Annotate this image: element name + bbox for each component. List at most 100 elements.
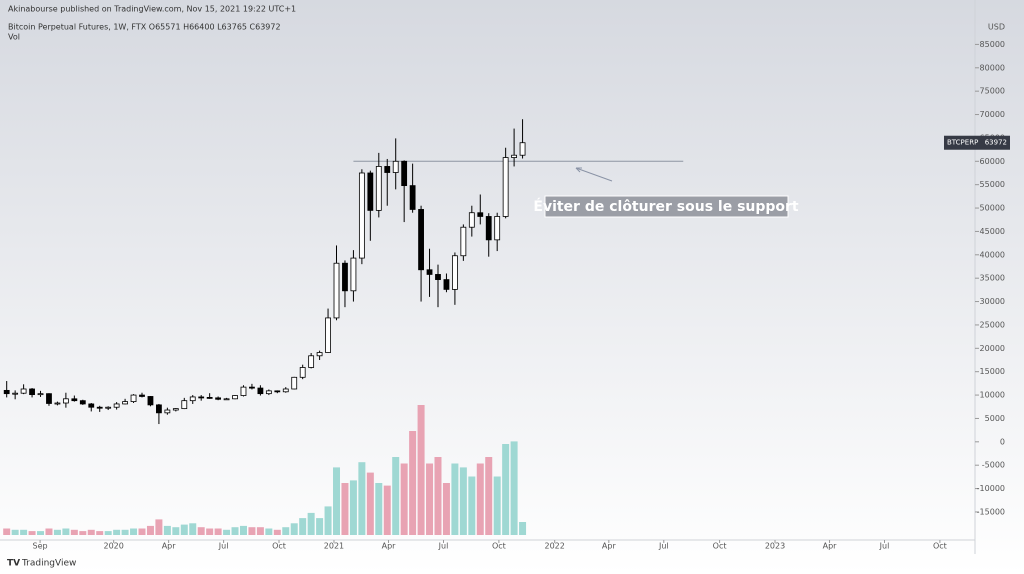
brand: TradingView: [21, 559, 76, 569]
y-tick-label: -10000: [977, 484, 1005, 493]
header: Akinabourse published on TradingView.com…: [8, 5, 296, 14]
candle-body: [139, 394, 145, 397]
volume-bar: [138, 528, 146, 535]
candle-body: [71, 398, 78, 402]
volume-bar: [163, 525, 171, 535]
arrow: [575, 167, 613, 182]
volume-bar: [189, 523, 197, 535]
volume-bar: [79, 531, 87, 535]
volume-bar: [256, 527, 264, 535]
arrow-head: [575, 167, 582, 173]
candle-body: [511, 154, 518, 158]
candle-body: [452, 255, 458, 290]
candle-body: [350, 257, 357, 292]
volume-bar: [62, 528, 70, 535]
candle-body: [308, 355, 315, 368]
volume-bar: [417, 405, 425, 535]
candle-body: [113, 403, 120, 408]
x-tick-label: Oct: [492, 542, 506, 551]
volume-bar: [146, 525, 154, 535]
x-tick-label: Oct: [713, 542, 727, 551]
volume-bar: [113, 529, 121, 535]
volume-bar: [451, 463, 459, 535]
candle-body: [443, 279, 450, 290]
y-tick-label: 40000: [980, 250, 1005, 259]
x-tick-label: Apr: [823, 542, 838, 551]
candle-body: [206, 397, 213, 399]
x-tick-label: 2022: [545, 542, 565, 551]
volume-bar: [248, 527, 256, 535]
candle-body: [477, 212, 484, 217]
candle-body: [291, 376, 298, 390]
y-tick-label: 20000: [980, 344, 1005, 353]
candle-body: [367, 172, 374, 211]
volume-bar: [349, 480, 357, 535]
candle-body: [147, 396, 154, 406]
candle-body: [105, 406, 112, 409]
candle-body: [3, 389, 10, 395]
volume-bar: [121, 529, 129, 535]
candle-body: [172, 408, 179, 411]
candle-body: [257, 387, 264, 395]
candle-body: [401, 160, 408, 187]
volume-bar: [333, 467, 341, 535]
volume-bar: [502, 444, 510, 535]
x-tick-label: 2023: [765, 542, 785, 551]
volume-bar: [358, 462, 366, 535]
y-tick-label: 85000: [980, 40, 1005, 49]
y-tick-label: -15000: [977, 507, 1005, 516]
candle-body: [325, 317, 331, 353]
volume-bar: [324, 506, 332, 535]
candle-body: [189, 396, 196, 402]
y-tick-label: 55000: [980, 180, 1005, 189]
volume-bar: [130, 528, 138, 535]
candle-body: [358, 172, 365, 259]
candle-body: [20, 388, 27, 394]
candle-body: [274, 390, 281, 393]
volume-bar: [87, 529, 95, 535]
volume-bar: [468, 476, 476, 535]
candle-body: [12, 392, 19, 395]
x-tick-label: Jul: [658, 542, 669, 551]
volume-bar: [400, 463, 408, 535]
x-tick-label: 2020: [103, 542, 123, 551]
candle-body: [418, 209, 424, 271]
volume-bar: [155, 519, 163, 535]
brand-logo: TV: [7, 559, 20, 569]
volume-bar: [20, 529, 28, 535]
candle-body: [54, 402, 61, 405]
volume-bar: [180, 524, 188, 535]
candle-body: [468, 212, 475, 228]
candle-body: [29, 388, 35, 395]
volume-bar: [231, 527, 239, 535]
volume-bar: [383, 485, 391, 535]
candle-body: [485, 216, 492, 241]
volume-bar: [273, 529, 281, 535]
candle-body: [426, 269, 433, 275]
volume-bar: [45, 528, 53, 535]
volume-bar: [223, 529, 231, 535]
volume-bar: [3, 528, 11, 535]
volume-bar: [316, 518, 324, 535]
candle-body: [392, 160, 399, 173]
y-tick-label: 60000: [980, 157, 1005, 166]
candle-body: [282, 388, 289, 393]
candle-body: [62, 398, 69, 404]
y-tick-label: 35000: [980, 274, 1005, 283]
candle-body: [122, 401, 128, 405]
candle-body: [249, 386, 255, 389]
y-tick-label: -5000: [982, 461, 1005, 470]
x-tick-label: Oct: [933, 542, 947, 551]
candle-body: [265, 390, 272, 395]
y-tick-label: 45000: [980, 227, 1005, 236]
volume-bar: [366, 472, 374, 535]
volume-bar: [409, 431, 417, 535]
volume-bar: [104, 531, 112, 535]
candle-body: [37, 393, 44, 396]
x-tick-label: 2021: [324, 542, 344, 551]
volume-bar: [476, 463, 484, 535]
volume-bar: [375, 483, 383, 535]
x-tick-label: Oct: [272, 542, 286, 551]
y-unit: USD: [988, 23, 1005, 32]
